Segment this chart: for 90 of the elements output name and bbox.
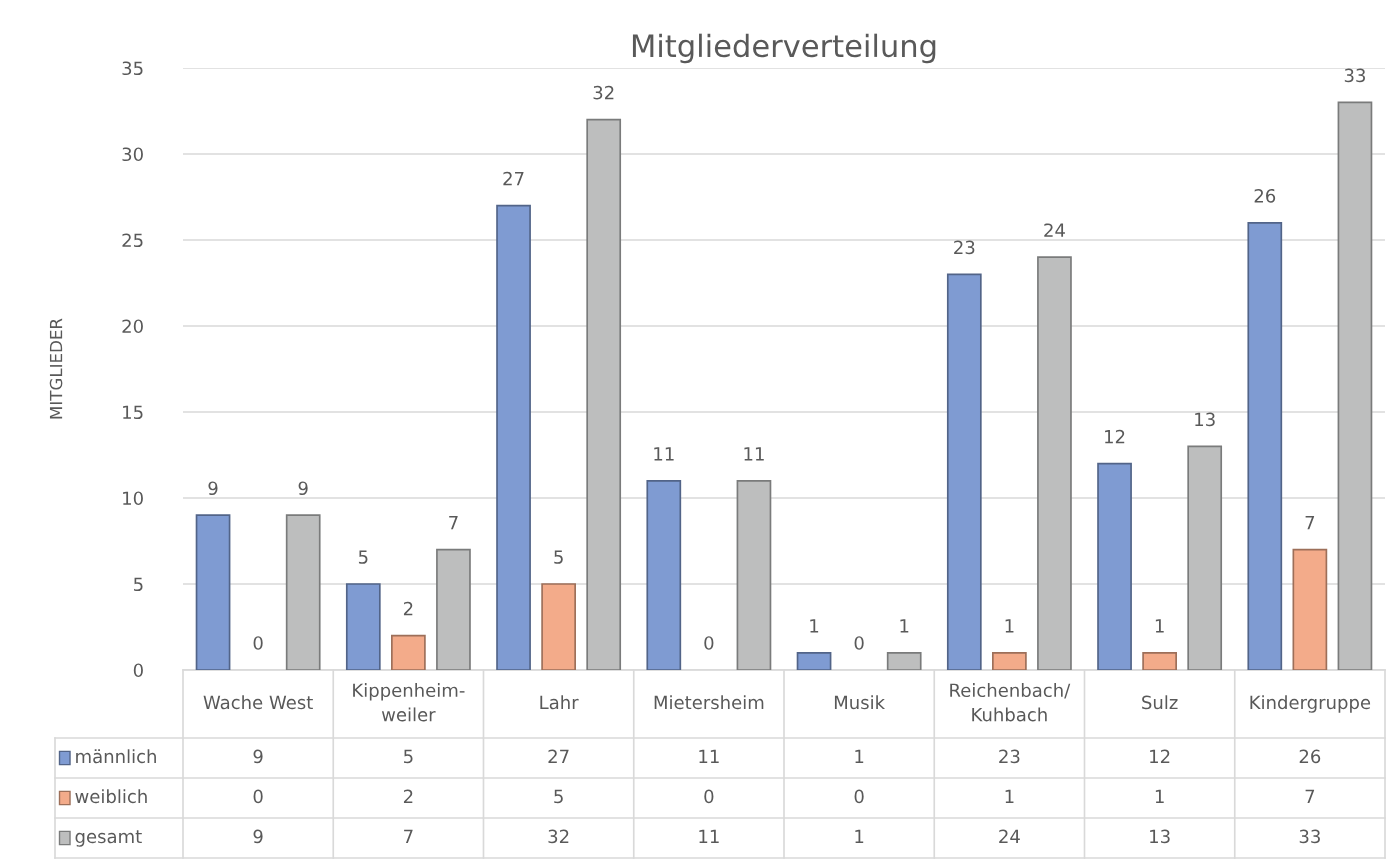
bar — [1142, 651, 1177, 670]
bar — [345, 583, 381, 670]
text: 11 — [699, 749, 719, 763]
text: 24 — [999, 829, 1020, 843]
bar — [1292, 548, 1328, 670]
x-tick-label: Kippenheim- weiler — [353, 683, 465, 722]
bar — [541, 583, 576, 670]
text: 0 — [854, 789, 864, 804]
text: 9 — [253, 829, 263, 844]
y-tick-label: 0 — [133, 663, 143, 678]
data-label: 33 — [1344, 68, 1365, 83]
data-label: 13 — [1195, 412, 1215, 427]
text: 0 — [704, 789, 714, 804]
y-tick-label: 15 — [123, 405, 143, 420]
y-tick-label: 20 — [122, 319, 143, 334]
chart-title: Mitgliederverteilung — [632, 33, 936, 64]
bar — [646, 479, 682, 670]
bar — [992, 651, 1027, 670]
text: 7 — [1305, 789, 1315, 803]
bar — [1037, 256, 1072, 670]
data-label: 26 — [1254, 188, 1276, 203]
bar — [1247, 221, 1283, 670]
text: 23 — [999, 749, 1020, 764]
x-tick-label: Lahr — [540, 695, 579, 710]
text: 1 — [855, 749, 864, 763]
data-label: 2 — [403, 601, 413, 616]
text: 13 — [1150, 829, 1170, 844]
legend-label: gesamt — [75, 830, 142, 847]
bar — [285, 514, 321, 670]
bar — [736, 479, 772, 670]
bar — [1187, 445, 1223, 670]
x-tick-label: Sulz — [1142, 695, 1178, 710]
y-tick-label: 25 — [122, 233, 143, 248]
data-label: 32 — [593, 85, 614, 100]
text: 5 — [404, 749, 413, 764]
text: 27 — [548, 749, 569, 763]
data-label: 5 — [358, 550, 368, 564]
data-label: 0 — [854, 636, 864, 650]
data-label: 7 — [449, 516, 458, 530]
data-label: 9 — [208, 481, 218, 496]
data-label: 23 — [954, 240, 975, 255]
data-label: 1 — [1005, 619, 1014, 633]
data-label: 7 — [1305, 516, 1315, 530]
text: 2 — [403, 789, 413, 803]
y-axis-title: MITGLIEDER — [49, 318, 63, 419]
x-tick-label: Reichenbach/ Kuhbach — [950, 683, 1071, 722]
legend-label: weiblich — [75, 789, 147, 804]
x-tick-label: Musik — [834, 695, 886, 710]
text: 1 — [1005, 789, 1014, 803]
text: 32 — [548, 829, 569, 844]
bar — [946, 273, 982, 670]
bar — [1337, 101, 1373, 670]
data-label: 24 — [1044, 223, 1065, 237]
data-label: 1 — [1155, 619, 1164, 633]
text: 0 — [253, 789, 263, 804]
bar — [496, 204, 531, 670]
text: 11 — [699, 829, 719, 843]
data-label: 12 — [1105, 429, 1125, 444]
x-tick-label: Kindergruppe — [1250, 695, 1371, 713]
data-label: 0 — [253, 636, 263, 650]
text: 33 — [1299, 829, 1320, 844]
y-tick-label: 35 — [122, 61, 143, 76]
bar — [195, 514, 231, 670]
y-tick-label: 30 — [122, 147, 143, 162]
bar — [886, 651, 922, 670]
y-tick-label: 10 — [123, 491, 143, 506]
y-tick-label: 5 — [134, 577, 143, 592]
text: 12 — [1150, 749, 1170, 763]
data-label: 9 — [298, 481, 308, 496]
data-label: 27 — [503, 171, 524, 186]
text: 1 — [855, 829, 864, 843]
bar — [436, 548, 471, 670]
data-label: 11 — [744, 447, 764, 461]
text: 5 — [554, 789, 563, 804]
data-label: 1 — [900, 619, 909, 633]
bar — [1097, 462, 1132, 670]
text: 7 — [404, 829, 413, 843]
data-label: 11 — [654, 447, 674, 461]
text: 9 — [253, 749, 263, 764]
x-tick-label: Mietersheim — [654, 695, 764, 710]
bar — [796, 651, 832, 670]
data-label: 0 — [704, 636, 714, 650]
data-label: 1 — [810, 619, 819, 633]
bar — [586, 118, 622, 670]
bar — [391, 634, 426, 670]
text: 1 — [1155, 789, 1164, 803]
legend-label: männlich — [76, 749, 156, 764]
data-label: 5 — [554, 550, 563, 564]
x-tick-label: Wache West — [203, 695, 313, 710]
text: 26 — [1299, 749, 1321, 764]
